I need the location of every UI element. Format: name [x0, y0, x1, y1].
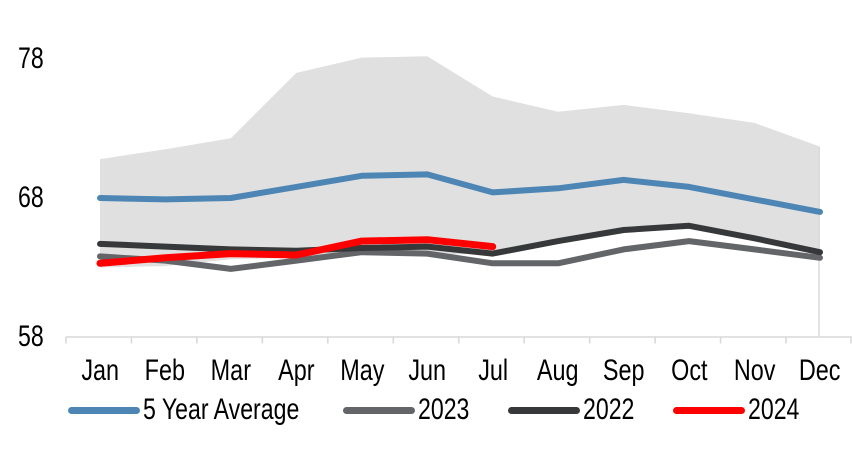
series-line-2024: [96, 236, 497, 267]
month-label-text: Mar: [210, 354, 252, 387]
legend-item-5-year-average: 5 Year Average: [68, 393, 346, 427]
x-axis-tick-label: Oct: [629, 356, 749, 386]
month-label-text: May: [339, 354, 385, 387]
x-axis-tick-label: Nov: [695, 356, 815, 386]
legend-label: 2023: [418, 393, 470, 426]
legend-item-2024: 2024: [673, 393, 815, 427]
month-label-text: Oct: [670, 354, 708, 387]
legend-line-swatch: [343, 406, 415, 414]
month-label-text: Dec: [799, 354, 841, 387]
y-axis-tick-label: 78: [18, 42, 44, 75]
month-label-text: Jun: [408, 354, 446, 387]
x-axis-tick-label: Aug: [498, 356, 618, 386]
legend-item-2022: 2022: [508, 393, 650, 427]
series-line-2023: [97, 238, 823, 272]
legend-line-swatch: [68, 406, 140, 414]
legend-line-swatch: [508, 406, 580, 414]
x-axis-tick-label: Sep: [564, 356, 684, 386]
series-line-2022: [97, 222, 823, 257]
legend-label: 2022: [583, 393, 635, 426]
legend-label: 2024: [748, 393, 800, 426]
month-label-text: Feb: [144, 354, 186, 387]
series-line-5-year-average: [97, 171, 823, 215]
x-axis-tick-label: Dec: [760, 356, 852, 386]
x-axis-tick-label: Jun: [367, 356, 487, 386]
y-axis-tick-label: 58: [18, 320, 44, 353]
legend-label: 5 Year Average: [143, 393, 300, 426]
legend-item-2023: 2023: [343, 393, 485, 427]
month-label-text: Jan: [81, 354, 119, 387]
x-axis-tick-label: Mar: [171, 356, 291, 386]
x-axis-tick-label: Feb: [105, 356, 225, 386]
month-label-text: Sep: [603, 354, 645, 387]
x-axis-tick-label: Apr: [236, 356, 356, 386]
x-axis-tick-label: Jan: [40, 356, 160, 386]
range-band-area: [100, 56, 820, 268]
month-label-text: Apr: [277, 354, 315, 387]
month-label-text: Aug: [537, 354, 579, 387]
month-label-text: Nov: [734, 354, 776, 387]
legend-line-swatch: [673, 406, 745, 414]
x-axis-tick-label: May: [302, 356, 422, 386]
x-axis-tick-label: Jul: [433, 356, 553, 386]
month-label-text: Jul: [478, 354, 508, 387]
y-axis-tick-label: 68: [18, 181, 44, 214]
